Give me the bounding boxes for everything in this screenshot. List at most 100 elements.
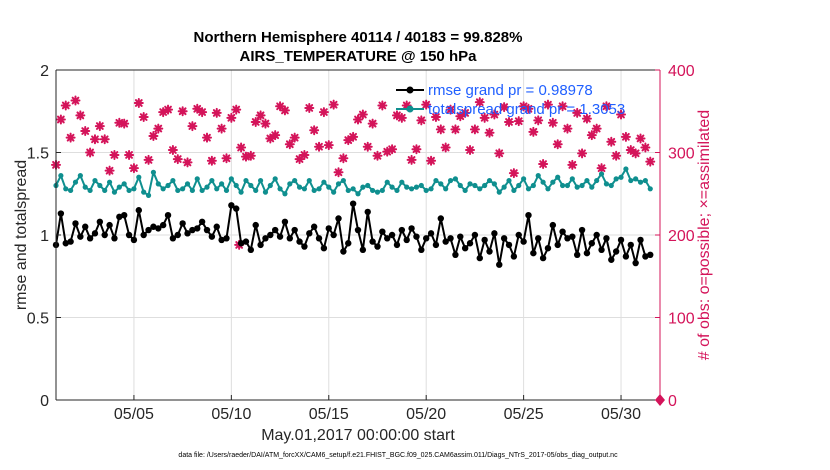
totalspread-point <box>155 181 161 187</box>
obs-count-point <box>167 145 178 156</box>
totalspread-point <box>77 173 83 179</box>
rmse-point <box>466 240 474 247</box>
totalspread-point <box>637 179 644 185</box>
rmse-point <box>617 236 625 244</box>
obs-count-point <box>611 150 622 161</box>
totalspread-point <box>296 184 303 190</box>
obs-count-point <box>450 124 461 135</box>
totalspread-point <box>102 187 108 194</box>
obs-count-point <box>294 154 305 165</box>
totalspread-point <box>180 186 186 192</box>
rmse-point <box>379 228 386 235</box>
obs-count-point <box>367 118 378 129</box>
rmse-point <box>335 215 342 222</box>
totalspread-point <box>452 176 459 182</box>
obs-count-point <box>250 116 261 127</box>
obs-count-point <box>499 102 510 113</box>
rmse-point <box>403 236 410 244</box>
totalspread-point <box>408 186 415 192</box>
obs-count-point <box>226 112 237 123</box>
obs-count-point <box>508 168 519 179</box>
rmse-point <box>340 248 347 255</box>
rmse-point <box>632 259 639 267</box>
obs-count-point <box>445 104 456 115</box>
totalspread-point <box>350 186 356 192</box>
totalspread-point <box>491 181 497 187</box>
obs-count-point <box>89 134 100 145</box>
totalspread-point <box>116 184 122 190</box>
rmse-point <box>301 243 308 250</box>
totalspread-point <box>72 179 79 185</box>
rmse-point <box>325 225 332 232</box>
totalspread-point <box>370 187 376 194</box>
rmse-point <box>520 238 527 245</box>
obs-count-series <box>51 95 656 250</box>
rmse-point <box>184 230 191 237</box>
totalspread-point <box>292 177 298 184</box>
x-tick-label: 05/20 <box>406 406 446 423</box>
rmse-point <box>296 238 303 245</box>
totalspread-point <box>189 187 195 194</box>
obs-count-point <box>362 141 373 152</box>
obs-count-point <box>562 123 573 134</box>
rmse-point <box>72 220 79 227</box>
obs-count-point <box>187 121 198 132</box>
obs-count-point <box>640 142 651 153</box>
obs-count-point <box>465 145 476 156</box>
rmse-point <box>359 246 367 254</box>
totalspread-point <box>282 191 288 197</box>
rmse-point <box>647 251 654 258</box>
rmse-point <box>622 253 630 260</box>
legend-marker-rmse <box>406 86 414 94</box>
totalspread-point <box>316 186 322 192</box>
rmse-point <box>125 231 133 239</box>
obs-count-point <box>426 155 437 166</box>
obs-count-point <box>163 104 174 115</box>
rmse-point <box>374 243 381 250</box>
rmse-point <box>57 210 65 217</box>
obs-count-point <box>206 155 217 166</box>
obs-count-point <box>435 124 446 135</box>
rmse-point <box>349 200 357 207</box>
obs-count-point <box>314 141 325 152</box>
rmse-point <box>388 231 396 239</box>
rmse-point <box>603 235 610 242</box>
y-tick-label-right: 0 <box>668 393 677 410</box>
obs-count-point <box>202 132 212 143</box>
totalspread-point <box>433 177 439 184</box>
totalspread-point <box>399 179 405 185</box>
rmse-point <box>111 235 118 242</box>
obs-count-point <box>270 130 281 141</box>
totalspread-point <box>477 186 483 192</box>
totalspread-point <box>306 177 312 184</box>
totalspread-point <box>160 186 166 192</box>
totalspread-point <box>199 187 205 194</box>
rmse-point <box>549 221 557 229</box>
obs-count-point <box>440 142 451 153</box>
x-axis-label: May.01,2017 00:00:00 start <box>261 427 455 444</box>
totalspread-point <box>141 189 147 195</box>
rmse-point <box>491 230 498 237</box>
rmse-point <box>559 228 566 235</box>
obs-count-point <box>635 133 646 144</box>
rmse-point <box>461 245 469 252</box>
y-tick-label-left: 1 <box>40 228 49 245</box>
obs-count-point <box>348 131 359 142</box>
totalspread-point <box>126 187 132 194</box>
obs-count-point <box>94 121 105 132</box>
rmse-point <box>203 226 211 234</box>
rmse-point <box>544 245 552 252</box>
obs-count-point <box>284 139 295 150</box>
totalspread-point <box>618 174 624 180</box>
totalspread-point <box>277 186 283 192</box>
totalspread-point <box>68 187 74 194</box>
rmse-point <box>608 256 615 263</box>
rmse-point <box>315 235 323 242</box>
totalspread-point <box>613 176 619 182</box>
totalspread-point <box>87 187 93 194</box>
rmse-point <box>286 235 294 242</box>
y-tick-label-left: 0.5 <box>27 311 49 328</box>
obs-count-point <box>518 101 529 112</box>
obs-count-point <box>353 114 363 125</box>
obs-count-point <box>616 109 627 120</box>
